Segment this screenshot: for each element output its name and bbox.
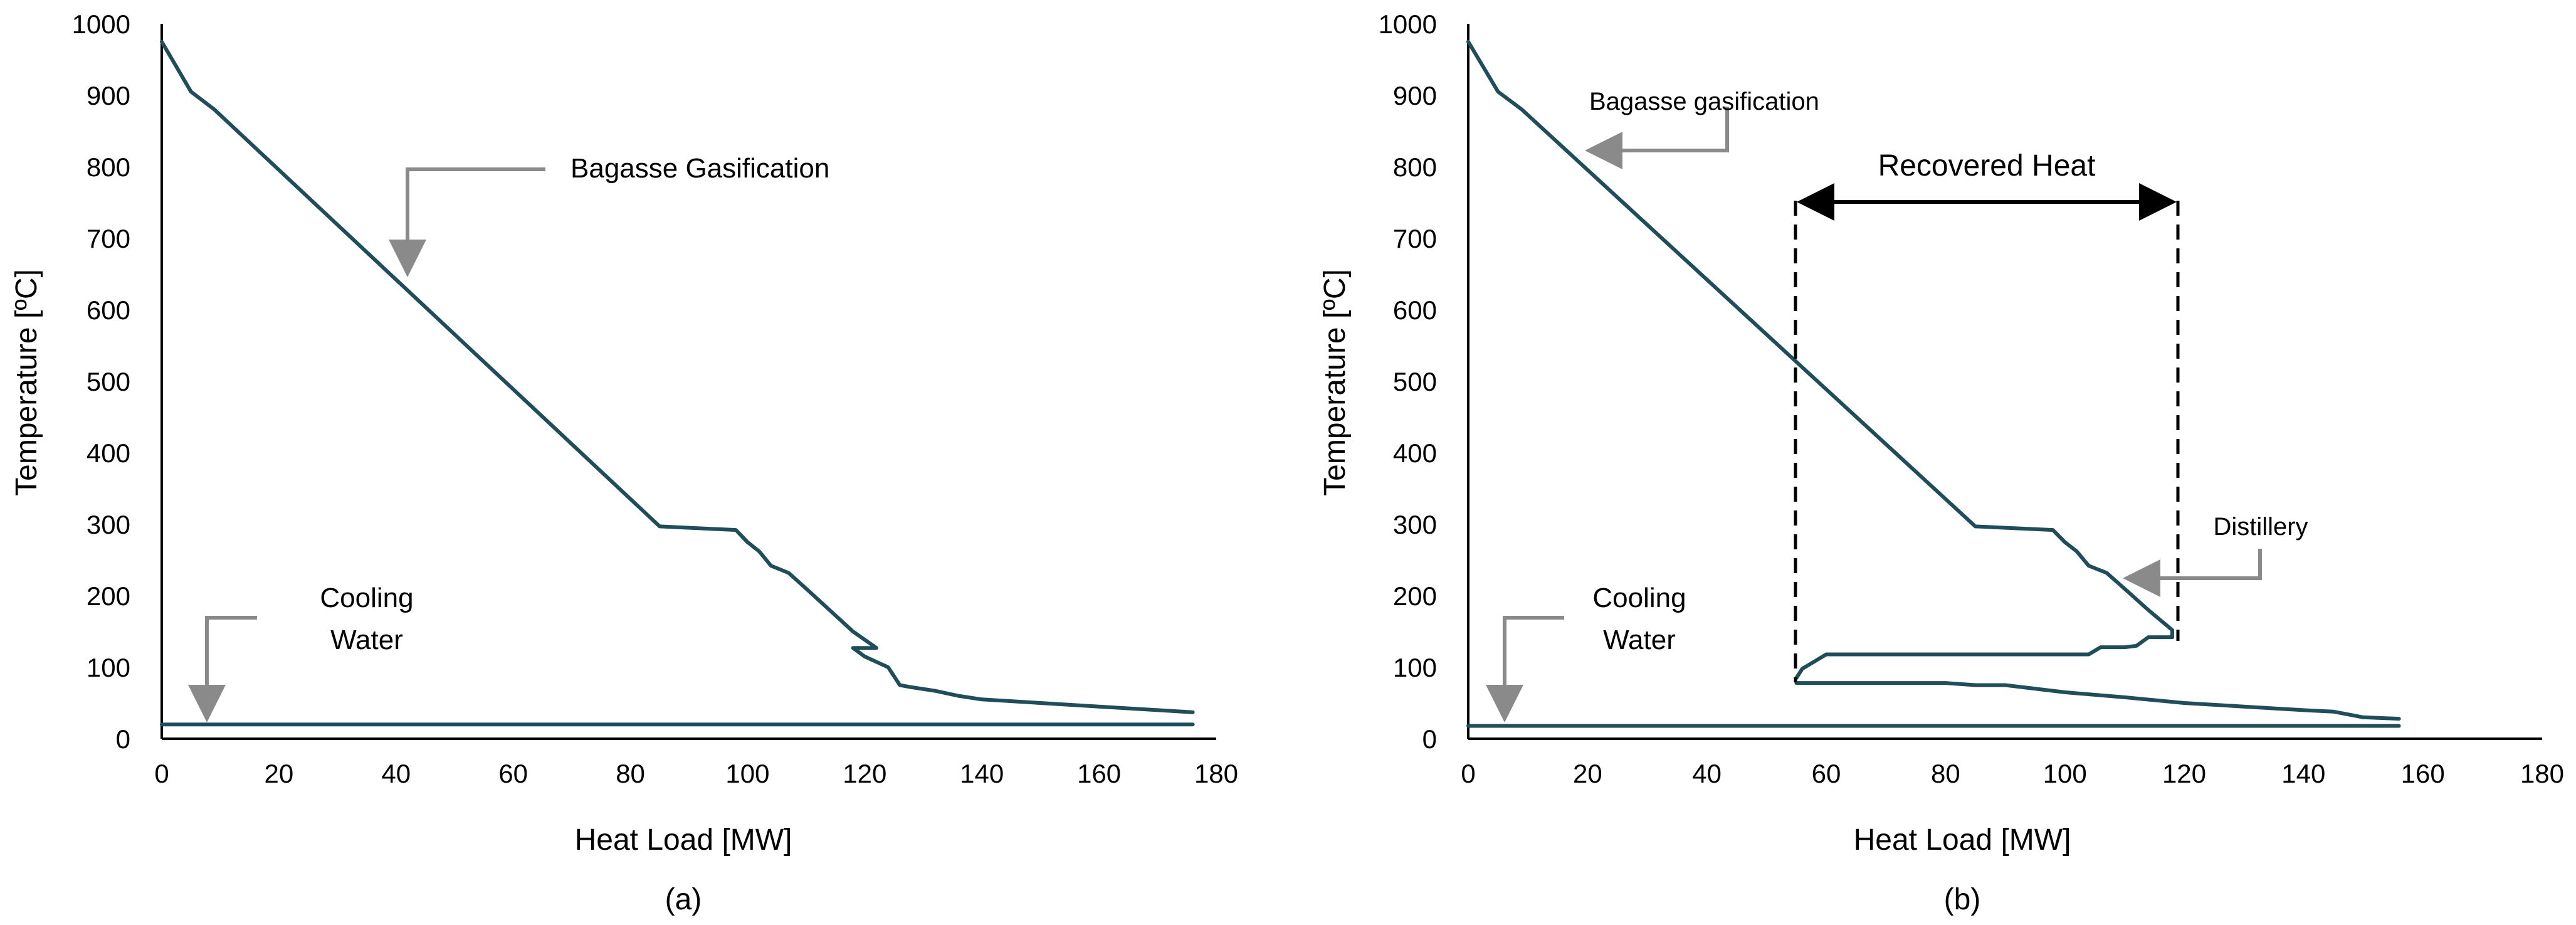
panel-b-xtick-label: 140 [2281,759,2325,788]
panel-b-series [1466,40,2401,728]
panel-a-cooling-arrow [188,616,257,722]
panel-a-bagasse-arrow [389,167,545,277]
panel-b-ytick-label: 200 [1393,581,1437,611]
panel-b-ytick-label: 500 [1393,367,1437,396]
panel-b-cooling-label: Cooling [1592,583,1686,613]
panel-b-distillery-label: Distillery [2213,513,2308,541]
panel-b-xtick-label: 120 [2162,759,2206,788]
panel-b-xtick-label: 100 [2043,759,2087,788]
panel-b-xtick-label: 40 [1692,759,1722,788]
panel-a-ytick-label: 800 [87,152,130,182]
panel-a-series-bagasse-gasification [160,40,1195,714]
panel-a-ytick-label: 300 [87,510,130,539]
panel-a-label: (a) [665,883,702,916]
panel-b-ytick-label: 400 [1393,438,1437,468]
panel-a-ytick-label: 900 [87,81,130,110]
panel-b-ytick-label: 300 [1393,510,1437,539]
panel-a-bagasse-label: Bagasse Gasification [570,153,829,184]
panel-b-distillery-arrow [2123,549,2262,597]
panel-b-ytick-label: 900 [1393,81,1437,110]
panel-b-xtick-label: 20 [1573,759,1602,788]
panel-a-chart: 0 100 200 300 400 500 600 700 800 900 1000 0 20 40 60 8… [10,9,1238,916]
panel-a-ytick-label: 0 [116,724,130,754]
panel-b-xtick-label: 0 [1461,759,1475,788]
panel-a-xtick-label: 0 [154,759,169,788]
panel-a-xtick-label: 120 [843,759,886,788]
panel-a-ytick-label: 200 [87,581,130,611]
panel-b-ylabel: Temperature [ºC] [1318,269,1352,496]
panel-b-xtick-label: 60 [1812,759,1841,788]
panel-a-ytick-label: 600 [87,295,130,325]
panel-b-xtick-label: 80 [1931,759,1960,788]
panel-a-series [160,40,1195,727]
panel-a-ytick-label: 1000 [72,9,130,39]
panel-b-bagasse-arrow [1585,107,1729,169]
panel-a-ytick-label: 400 [87,438,130,468]
panel-b-ytick-label: 0 [1422,724,1437,754]
panel-a-xtick-label: 180 [1194,759,1238,788]
panel-a-xtick-label: 40 [381,759,411,788]
panel-b-ytick-label: 700 [1393,224,1437,253]
panel-a-xtick-label: 20 [265,759,294,788]
panel-a-cooling-label-2: Water [330,625,403,655]
panel-a-xtick-label: 160 [1077,759,1121,788]
panel-a-axes: 0 100 200 300 400 500 600 700 800 900 1000 0 20 40 60 8… [72,9,1238,788]
panel-a-ytick-label: 100 [87,653,130,682]
panel-b-xlabel: Heat Load [MW] [1854,823,2071,857]
panel-b-cooling-arrow [1486,616,1564,722]
panel-a-ytick-label: 500 [87,367,130,396]
panel-b-recovered-label: Recovered Heat [1878,149,2096,182]
panel-a-xtick-label: 100 [725,759,769,788]
panel-b-cooling-label-2: Water [1603,625,1676,655]
panel-b-label: (b) [1944,883,1981,916]
panel-a-xlabel: Heat Load [MW] [575,823,792,857]
panel-a-ytick-label: 700 [87,224,130,253]
panel-b-chart: 0 100 200 300 400 500 600 700 800 900 1000 0 20 40 60 8… [1318,9,2564,916]
panel-b-ytick-label: 800 [1393,152,1437,182]
panel-b-xtick-label: 180 [2520,759,2564,788]
panel-b-ytick-label: 100 [1393,653,1437,682]
panel-b-ytick-label: 600 [1393,295,1437,325]
panel-a-xtick-label: 60 [498,759,528,788]
panel-b-xtick-label: 160 [2401,759,2445,788]
panel-a-xtick-label: 140 [960,759,1004,788]
panel-b-ytick-label: 1000 [1379,9,1437,39]
panel-a-ylabel: Temperature [ºC] [10,269,43,496]
panel-b-axes: 0 100 200 300 400 500 600 700 800 900 1000 0 20 40 60 8… [1379,9,2564,788]
panel-b-bagasse-label: Bagasse gasification [1589,88,1819,115]
panel-b-series-bagasse-gasification [1466,40,2174,680]
panel-a-xtick-label: 80 [616,759,645,788]
panel-b-series-distillery [1794,681,2401,721]
panel-a-cooling-label: Cooling [320,583,413,613]
